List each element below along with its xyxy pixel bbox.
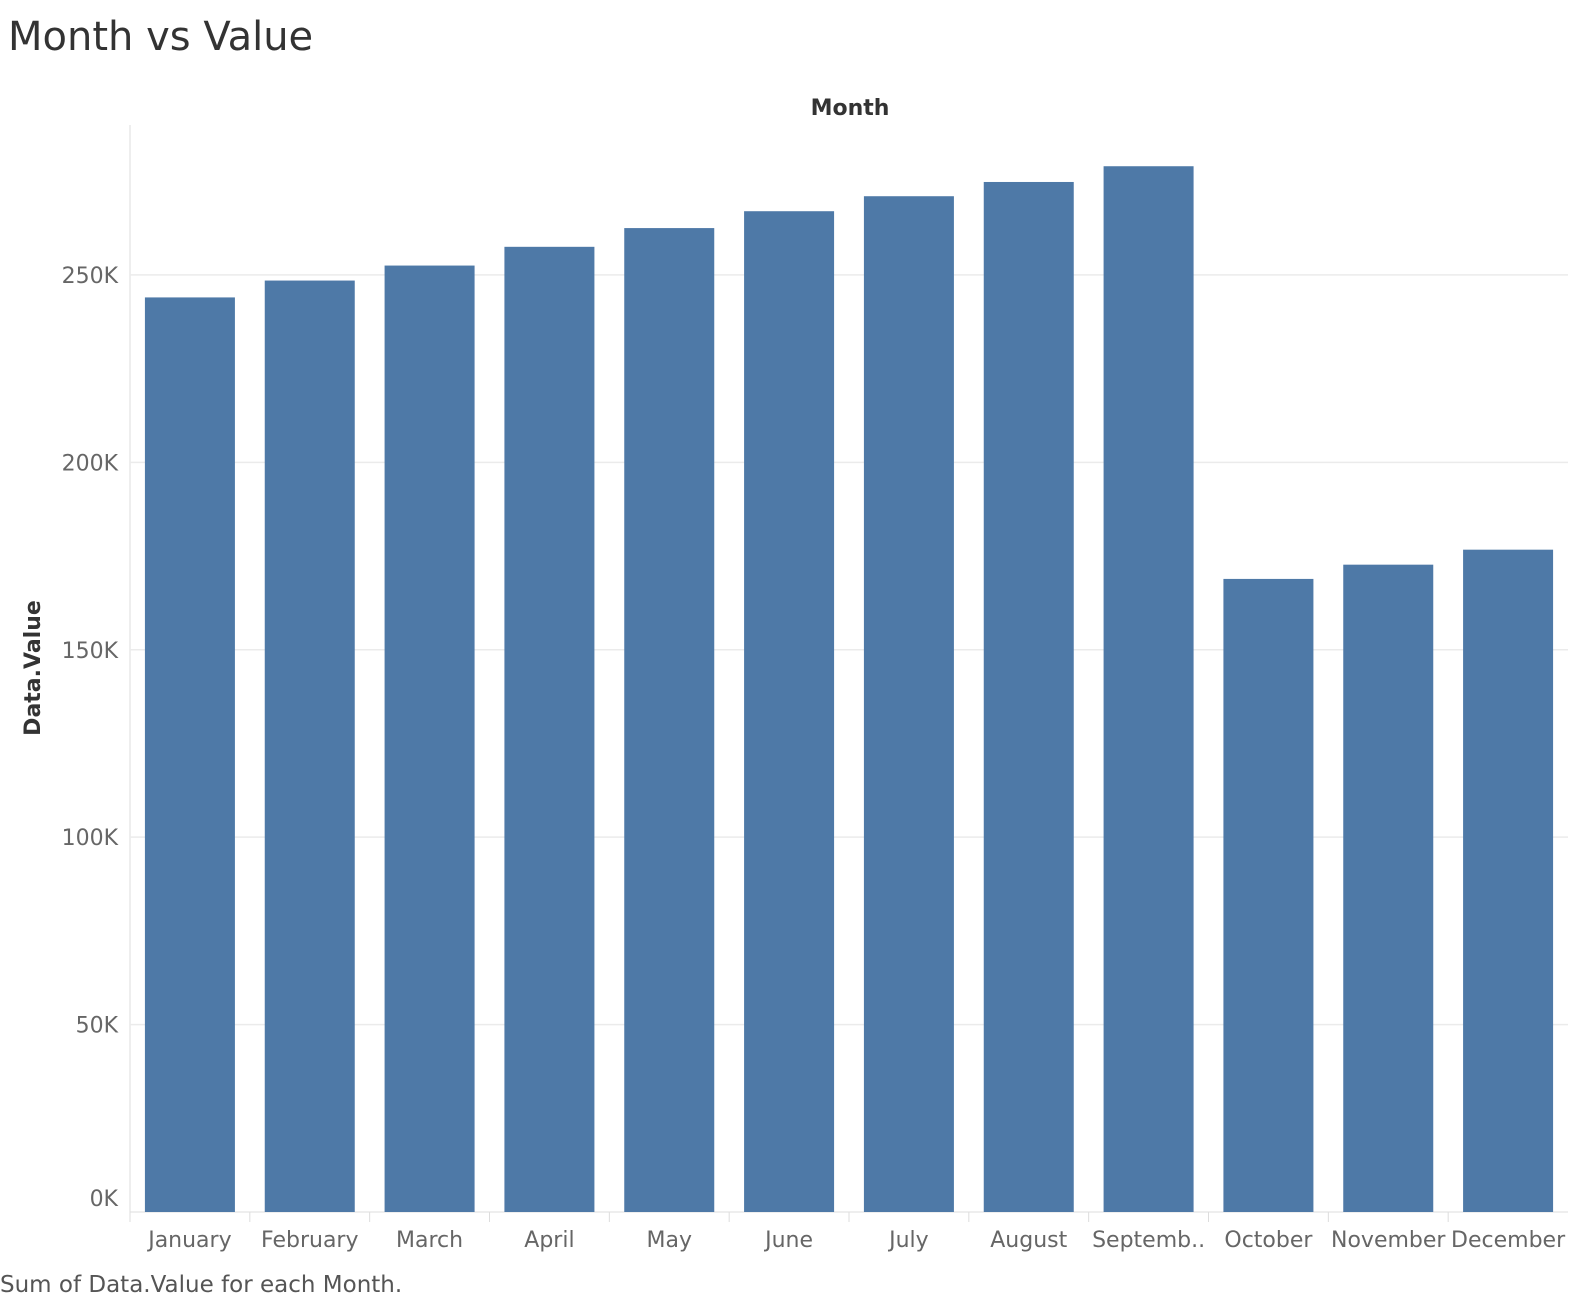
x-tick-label: August [990, 1228, 1067, 1253]
x-tick-label: June [763, 1228, 813, 1253]
bar-may [624, 228, 715, 1213]
x-tick-label: April [524, 1228, 574, 1253]
bar-august [983, 181, 1074, 1213]
y-tick-label: 250K [62, 264, 119, 289]
bar-january [144, 297, 235, 1213]
bar-march [384, 265, 475, 1213]
bars [144, 166, 1554, 1213]
x-tick-label: Septemb.. [1092, 1228, 1205, 1253]
y-axis-ticks: 0K 50K 100K 150K 200K 250K [62, 264, 119, 1212]
bar-february [264, 280, 355, 1212]
y-tick-label: 50K [76, 1014, 119, 1039]
chart-caption: Sum of Data.Value for each Month. [0, 1272, 403, 1298]
x-axis-ticks: January February March April May June July Augu… [129, 1212, 1566, 1253]
bar-july [863, 196, 954, 1213]
x-tick-label: March [396, 1228, 463, 1253]
bar-chart: Month Data.Value 0K 50K 100K 150K 200K 250K J… [21, 96, 1568, 1253]
bar-october [1223, 578, 1314, 1212]
bar-december [1463, 549, 1554, 1212]
bar-june [744, 211, 835, 1213]
x-tick-label: July [887, 1228, 929, 1253]
x-tick-label: May [647, 1228, 692, 1253]
y-axis-title: Data.Value [21, 600, 46, 736]
x-axis-title: Month [811, 96, 890, 121]
bar-november [1343, 564, 1434, 1212]
y-tick-label: 100K [62, 826, 119, 851]
x-tick-label: December [1451, 1228, 1566, 1253]
x-tick-label: October [1224, 1228, 1313, 1253]
x-tick-label: January [146, 1228, 231, 1253]
y-tick-label: 0K [90, 1187, 119, 1212]
bar-september [1103, 166, 1194, 1212]
y-tick-label: 150K [62, 639, 119, 664]
x-tick-label: February [261, 1228, 359, 1253]
chart-title: Month vs Value [8, 14, 314, 60]
y-tick-label: 200K [62, 451, 119, 476]
x-tick-label: November [1331, 1228, 1446, 1253]
bar-april [504, 246, 595, 1212]
